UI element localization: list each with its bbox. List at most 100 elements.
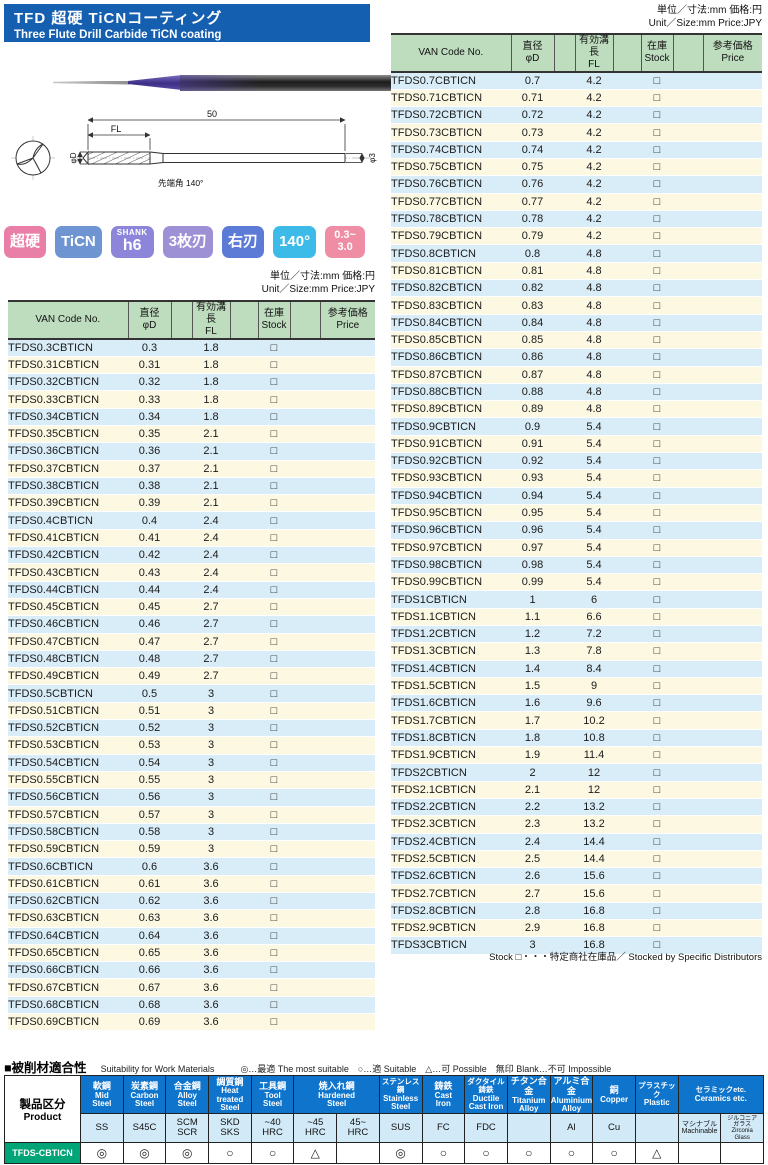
spacer-cell: [230, 581, 258, 599]
spacer-cell: [290, 857, 320, 876]
stock-checkbox-cell: □: [641, 210, 673, 229]
spacer-cell: [171, 494, 192, 513]
van-code-cell: TFDS0.33CBTICN: [8, 390, 128, 409]
material-header-14: セラミックetc. Ceramics etc.: [677, 1074, 765, 1115]
spacer-cell: [673, 348, 703, 367]
stock-checkbox-cell: □: [258, 408, 290, 426]
diameter-cell: 0.77: [511, 193, 554, 211]
flute-length-cell: 15.6: [575, 884, 613, 903]
table-row: TFDS1.4CBTICN 1.4 8.4 □: [391, 660, 762, 678]
spacer-cell: [171, 546, 192, 565]
price-cell: [703, 867, 762, 886]
table-row: TFDS2.1CBTICN 2.1 12 □: [391, 781, 762, 799]
diameter-cell: 0.43: [128, 563, 171, 582]
spacer-cell: [613, 608, 641, 627]
table-row: TFDS0.72CBTICN 0.72 4.2 □: [391, 106, 762, 125]
spacer-cell: [613, 141, 641, 159]
stock-checkbox-cell: □: [258, 339, 290, 357]
diameter-cell: 0.89: [511, 400, 554, 419]
price-cell: [320, 788, 375, 807]
spacer-cell: [230, 667, 258, 686]
flute-length-cell: 16.8: [575, 902, 613, 921]
drill-taper: [128, 75, 182, 90]
stock-checkbox-cell: □: [641, 539, 673, 557]
diameter-cell: 0.92: [511, 452, 554, 471]
spacer-cell: [171, 788, 192, 807]
spacer-cell: [613, 210, 641, 229]
diameter-cell: 1.3: [511, 642, 554, 661]
badge-top-text: 0.3~: [334, 229, 356, 242]
header-price: 参考価格 Price: [319, 300, 375, 340]
spacer-cell: [290, 875, 320, 894]
van-code-cell: TFDS0.93CBTICN: [391, 469, 511, 488]
header-spacer: [673, 33, 703, 73]
van-code-cell: TFDS0.44CBTICN: [8, 581, 128, 599]
price-cell: [703, 158, 762, 177]
badge-top-text: SHANK: [116, 228, 148, 238]
stock-checkbox-cell: □: [641, 383, 673, 402]
spacer-cell: [290, 667, 320, 686]
product-code-cell: TFDS-CBTICN: [4, 1142, 81, 1165]
spec-badge-1: 超硬: [4, 226, 47, 258]
van-code-cell: TFDS2.3CBTICN: [391, 815, 511, 834]
van-code-cell: TFDS0.87CBTICN: [391, 366, 511, 384]
spacer-cell: [554, 781, 575, 799]
spacer-cell: [554, 279, 575, 298]
spacer-cell: [613, 556, 641, 575]
spacer-cell: [613, 383, 641, 402]
flute-length-cell: 2.1: [192, 494, 230, 513]
table-row: TFDS0.66CBTICN 0.66 3.6 □: [8, 961, 375, 980]
price-cell: [320, 373, 375, 392]
stock-checkbox-cell: □: [258, 719, 290, 738]
van-code-cell: TFDS0.55CBTICN: [8, 771, 128, 790]
flute-length-cell: 8.4: [575, 660, 613, 678]
diameter-cell: 0.82: [511, 279, 554, 298]
table-row: TFDS0.42CBTICN 0.42 2.4 □: [8, 546, 375, 565]
stock-checkbox-cell: □: [641, 815, 673, 834]
van-code-cell: TFDS0.8CBTICN: [391, 244, 511, 263]
van-code-cell: TFDS2.6CBTICN: [391, 867, 511, 886]
stock-checkbox-cell: □: [641, 608, 673, 627]
spacer-cell: [171, 927, 192, 945]
spacer-cell: [613, 366, 641, 384]
material-header-7: ステンレス鋼 Stainless Steel: [378, 1074, 423, 1115]
spacer-cell: [171, 961, 192, 980]
spacer-cell: [613, 763, 641, 782]
spacer-cell: [554, 936, 575, 955]
price-cell: [320, 719, 375, 738]
flute-length-cell: 3: [192, 719, 230, 738]
van-code-cell: TFDS0.66CBTICN: [8, 961, 128, 980]
material-grade-header: SUS: [378, 1113, 423, 1144]
van-code-cell: TFDS0.73CBTICN: [391, 123, 511, 142]
price-cell: [703, 521, 762, 540]
spacer-cell: [290, 840, 320, 859]
table-header-row: VAN Code No. 直径 φD 有効溝長 FL 在庫 Stock 参考価格 Price: [8, 300, 375, 340]
price-cell: [703, 902, 762, 921]
flute-length-cell: 3.6: [192, 857, 230, 876]
flute-length-cell: 1.8: [192, 356, 230, 375]
rating-cell: ◎: [165, 1142, 210, 1165]
spacer-cell: [554, 729, 575, 748]
price-cell: [320, 356, 375, 375]
spacer-cell: [673, 677, 703, 696]
diameter-cell: 0.51: [128, 702, 171, 721]
spacer-cell: [230, 650, 258, 669]
table-row: TFDS0.31CBTICN 0.31 1.8 □: [8, 356, 375, 375]
material-grade-header: ~45 HRC: [293, 1113, 338, 1144]
spacer-cell: [290, 356, 320, 375]
material-grade-header: 45~ HRC: [336, 1113, 380, 1144]
header-diameter: 直径 φD: [510, 33, 555, 73]
price-cell: [320, 944, 375, 963]
diameter-cell: 2.5: [511, 850, 554, 869]
spacer-cell: [290, 511, 320, 530]
van-code-cell: TFDS0.71CBTICN: [391, 89, 511, 108]
van-code-cell: TFDS0.86CBTICN: [391, 348, 511, 367]
van-code-cell: TFDS0.79CBTICN: [391, 227, 511, 246]
spacer-cell: [613, 469, 641, 488]
spacer-cell: [230, 736, 258, 755]
rating-cell: △: [634, 1142, 679, 1165]
spacer-cell: [290, 961, 320, 980]
header-van-code: VAN Code No.: [8, 300, 128, 340]
stock-checkbox-cell: □: [641, 711, 673, 730]
spacer-cell: [673, 72, 703, 90]
